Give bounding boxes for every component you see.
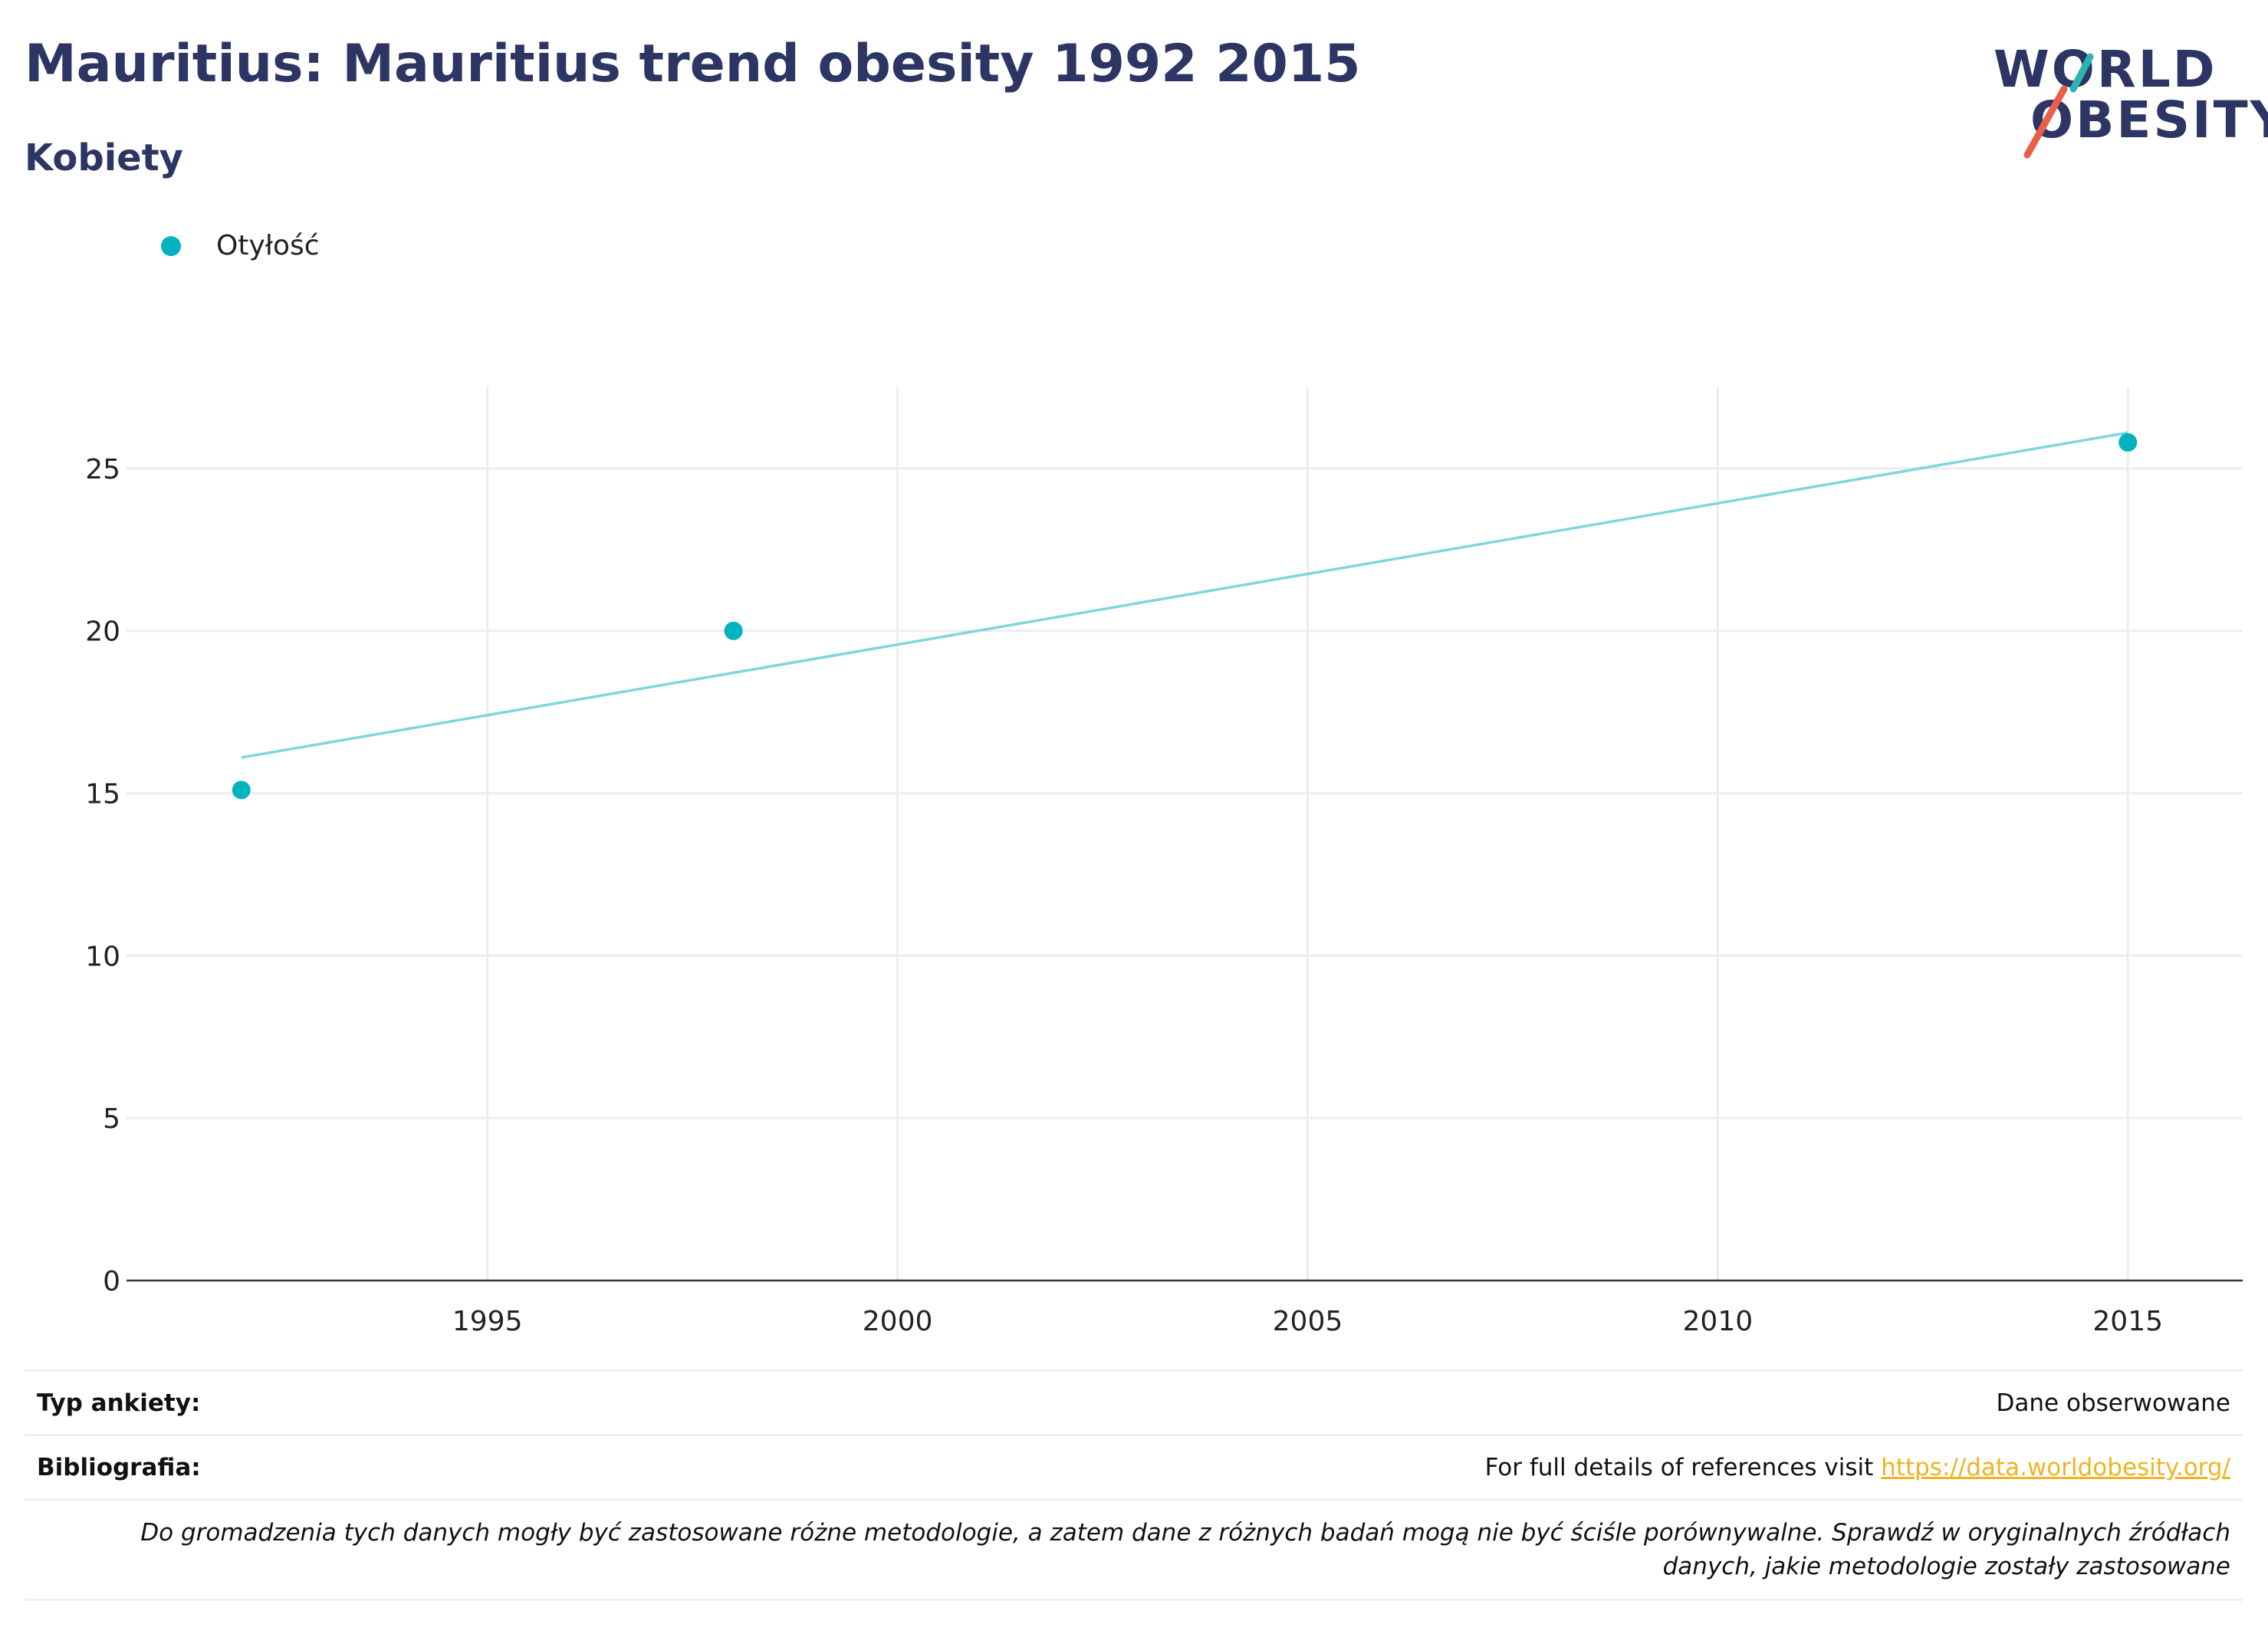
methodology-note-line-2: danych, jakie metodologie zostały zastos… — [1662, 1553, 2230, 1580]
trend-line-group — [241, 431, 2128, 759]
bibliography-link[interactable]: https://data.worldobesity.org/ — [1881, 1454, 2230, 1481]
y-tick-label: 25 — [85, 454, 120, 485]
y-tick-label: 15 — [85, 779, 120, 810]
x-tick-label: 1995 — [452, 1306, 523, 1337]
survey-type-row: Typ ankiety: Dane obserwowane — [25, 1369, 2243, 1435]
methodology-note-row: Do gromadzenia tych danych mogły być zas… — [25, 1498, 2243, 1601]
bibliography-label: Bibliografia: — [37, 1454, 201, 1481]
data-point — [2118, 433, 2138, 452]
world-obesity-logo: WORLD OBESITY — [1994, 31, 2268, 169]
survey-type-label: Typ ankiety: — [37, 1389, 201, 1417]
logo-slash-icon — [2023, 53, 2094, 159]
y-tick-label: 5 — [103, 1103, 120, 1135]
bibliography-row: Bibliografia: For full details of refere… — [25, 1434, 2243, 1499]
chart-grid — [127, 387, 2243, 1281]
page-subtitle: Kobiety — [25, 136, 183, 179]
chart-legend[interactable]: Otyłość — [161, 230, 320, 261]
x-tick-label: 2005 — [1273, 1306, 1343, 1337]
legend-marker-icon — [161, 235, 181, 256]
obesity-trend-chart: 0 5 10 15 20 25 1995 2000 2005 2010 2015 — [85, 387, 2243, 1337]
x-tick-label: 2000 — [863, 1306, 933, 1337]
data-point — [724, 621, 743, 640]
trend-line — [241, 431, 2128, 759]
methodology-note-line-1: Do gromadzenia tych danych mogły być zas… — [140, 1519, 2230, 1547]
bibliography-text: For full details of references visit — [1484, 1454, 1882, 1481]
bibliography-value: For full details of references visit htt… — [1485, 1454, 2230, 1481]
x-axis-ticks: 1995 2000 2005 2010 2015 — [452, 1306, 2163, 1337]
x-tick-label: 2015 — [2092, 1306, 2163, 1337]
logo-line-obesity: OBESITY — [2030, 90, 2268, 150]
y-tick-label: 20 — [85, 616, 120, 648]
data-point — [232, 781, 251, 800]
x-tick-label: 2010 — [1683, 1306, 1754, 1337]
y-tick-label: 0 — [103, 1266, 120, 1297]
data-points — [232, 433, 2138, 800]
page-title: Mauritius: Mauritius trend obesity 1992 … — [25, 34, 1361, 94]
logo-line-world: WORLD — [1994, 40, 2217, 99]
legend-label: Otyłość — [216, 230, 320, 261]
survey-type-value: Dane obserwowane — [1996, 1389, 2230, 1417]
y-axis-ticks: 0 5 10 15 20 25 — [85, 454, 120, 1297]
y-tick-label: 10 — [85, 941, 120, 972]
